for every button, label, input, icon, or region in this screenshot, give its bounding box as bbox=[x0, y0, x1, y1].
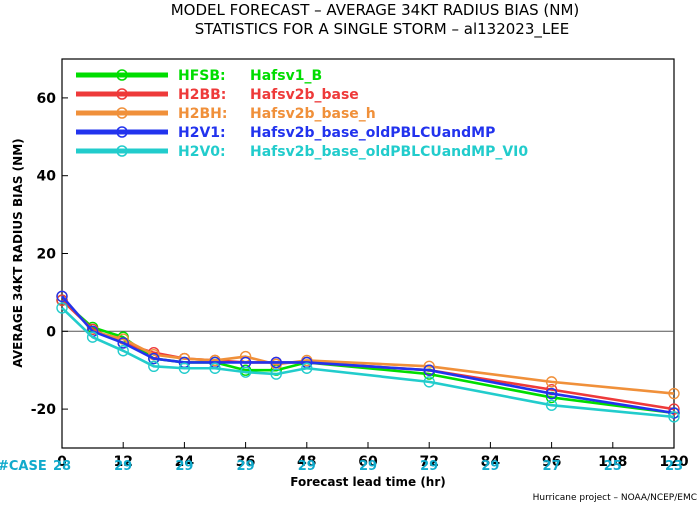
legend-item-h2v0: H2V0: Hafsv2b_base_oldPBLCUandMP_VI0 bbox=[76, 144, 528, 160]
case-count: 29 bbox=[359, 459, 377, 474]
case-count: 29 bbox=[481, 459, 499, 474]
case-count: 29 bbox=[237, 459, 255, 474]
case-count: 28 bbox=[53, 459, 71, 474]
legend-name: Hafsv2b_base_oldPBLCUandMP_VI0 bbox=[250, 144, 528, 160]
y-tick-label: 60 bbox=[37, 91, 57, 107]
legend-marker bbox=[116, 69, 128, 81]
case-count: 29 bbox=[114, 459, 132, 474]
y-tick-label: 20 bbox=[37, 247, 57, 263]
data-point bbox=[545, 387, 558, 400]
case-count: 29 bbox=[420, 459, 438, 474]
chart-subtitle: STATISTICS FOR A SINGLE STORM – al132023… bbox=[195, 20, 569, 39]
data-point bbox=[56, 302, 68, 314]
data-point bbox=[668, 387, 680, 400]
data-point bbox=[178, 362, 191, 374]
data-point bbox=[423, 376, 435, 388]
series-h2v0 bbox=[56, 302, 680, 423]
x-tick-label: 36 bbox=[236, 454, 255, 470]
data-point bbox=[301, 362, 313, 374]
y-tick-label: 40 bbox=[37, 169, 57, 185]
legend-id: H2V0: bbox=[178, 144, 226, 160]
data-point bbox=[209, 362, 221, 374]
data-point bbox=[56, 290, 68, 302]
legend-name: Hafsv2b_base_oldPBLCUandMP bbox=[250, 125, 495, 141]
legend-item-hfsb: HFSB: Hafsv1_B bbox=[76, 68, 322, 84]
legend-name: Hafsv2b_base bbox=[250, 87, 359, 103]
series-layer bbox=[56, 290, 680, 423]
data-point bbox=[423, 364, 435, 376]
y-tick-label: 0 bbox=[46, 324, 56, 340]
data-point bbox=[148, 360, 160, 373]
credit-text: Hurricane project – NOAA/NCEP/EMC bbox=[533, 493, 697, 503]
x-tick-label: 120 bbox=[659, 454, 688, 470]
x-axis-title: Forecast lead time (hr) bbox=[290, 475, 446, 489]
case-count-row: #CASE 28 29 29 29 29 29 29 29 27 25 23 bbox=[0, 459, 683, 474]
x-tick-label: 108 bbox=[598, 454, 627, 470]
data-point bbox=[270, 368, 282, 380]
case-count: 23 bbox=[665, 459, 683, 474]
data-point bbox=[117, 337, 129, 349]
data-point bbox=[86, 331, 99, 343]
y-axis: -20 0 20 40 60 bbox=[31, 91, 68, 418]
x-tick-label: 72 bbox=[419, 454, 438, 470]
legend-name: Hafsv2b_base_h bbox=[250, 106, 376, 122]
legend-item-h2bb: H2BB: Hafsv2b_base bbox=[76, 87, 359, 103]
x-tick-label: 12 bbox=[113, 454, 132, 470]
legend: HFSB: Hafsv1_B H2BB: Hafsv2b_base H2BH: Hafsv… bbox=[76, 68, 528, 160]
legend-item-h2v1: H2V1: Hafsv2b_base_oldPBLCUandMP bbox=[76, 125, 495, 141]
legend-name: Hafsv1_B bbox=[250, 68, 322, 84]
legend-marker bbox=[116, 107, 128, 119]
data-point bbox=[148, 352, 160, 365]
legend-marker bbox=[116, 88, 128, 100]
legend-marker bbox=[116, 145, 128, 157]
x-tick-label: 96 bbox=[542, 454, 561, 470]
legend-marker bbox=[116, 126, 128, 138]
case-row-label: #CASE bbox=[0, 459, 47, 474]
x-tick-label: 48 bbox=[297, 454, 316, 470]
data-point bbox=[668, 411, 680, 423]
chart-title: MODEL FORECAST – AVERAGE 34KT RADIUS BIA… bbox=[171, 1, 580, 19]
case-count: 29 bbox=[175, 459, 193, 474]
legend-id: H2BH: bbox=[178, 106, 227, 122]
data-point bbox=[239, 366, 252, 378]
data-point bbox=[545, 399, 558, 411]
x-tick-label: 0 bbox=[57, 454, 67, 470]
data-point bbox=[545, 376, 558, 388]
data-point bbox=[668, 403, 680, 415]
legend-id: H2V1: bbox=[178, 125, 226, 141]
series-h2v1 bbox=[56, 290, 680, 419]
x-tick-label: 24 bbox=[175, 454, 195, 470]
case-count: 29 bbox=[298, 459, 316, 474]
case-count: 27 bbox=[543, 459, 561, 474]
case-count: 25 bbox=[604, 459, 622, 474]
data-point bbox=[117, 345, 129, 357]
data-point bbox=[668, 407, 680, 419]
x-tick-label: 84 bbox=[481, 454, 501, 470]
y-axis-title: AVERAGE 34KT RADIUS BIAS (NM) bbox=[11, 138, 25, 367]
legend-item-h2bh: H2BH: Hafsv2b_base_h bbox=[76, 106, 376, 122]
legend-id: HFSB: bbox=[178, 68, 226, 84]
x-tick-label: 60 bbox=[358, 454, 378, 470]
data-point bbox=[270, 356, 282, 369]
legend-id: H2BB: bbox=[178, 87, 226, 103]
x-axis: 0 12 24 36 48 60 72 84 96 108 120 bbox=[57, 442, 689, 470]
y-tick-label: -20 bbox=[31, 402, 57, 418]
